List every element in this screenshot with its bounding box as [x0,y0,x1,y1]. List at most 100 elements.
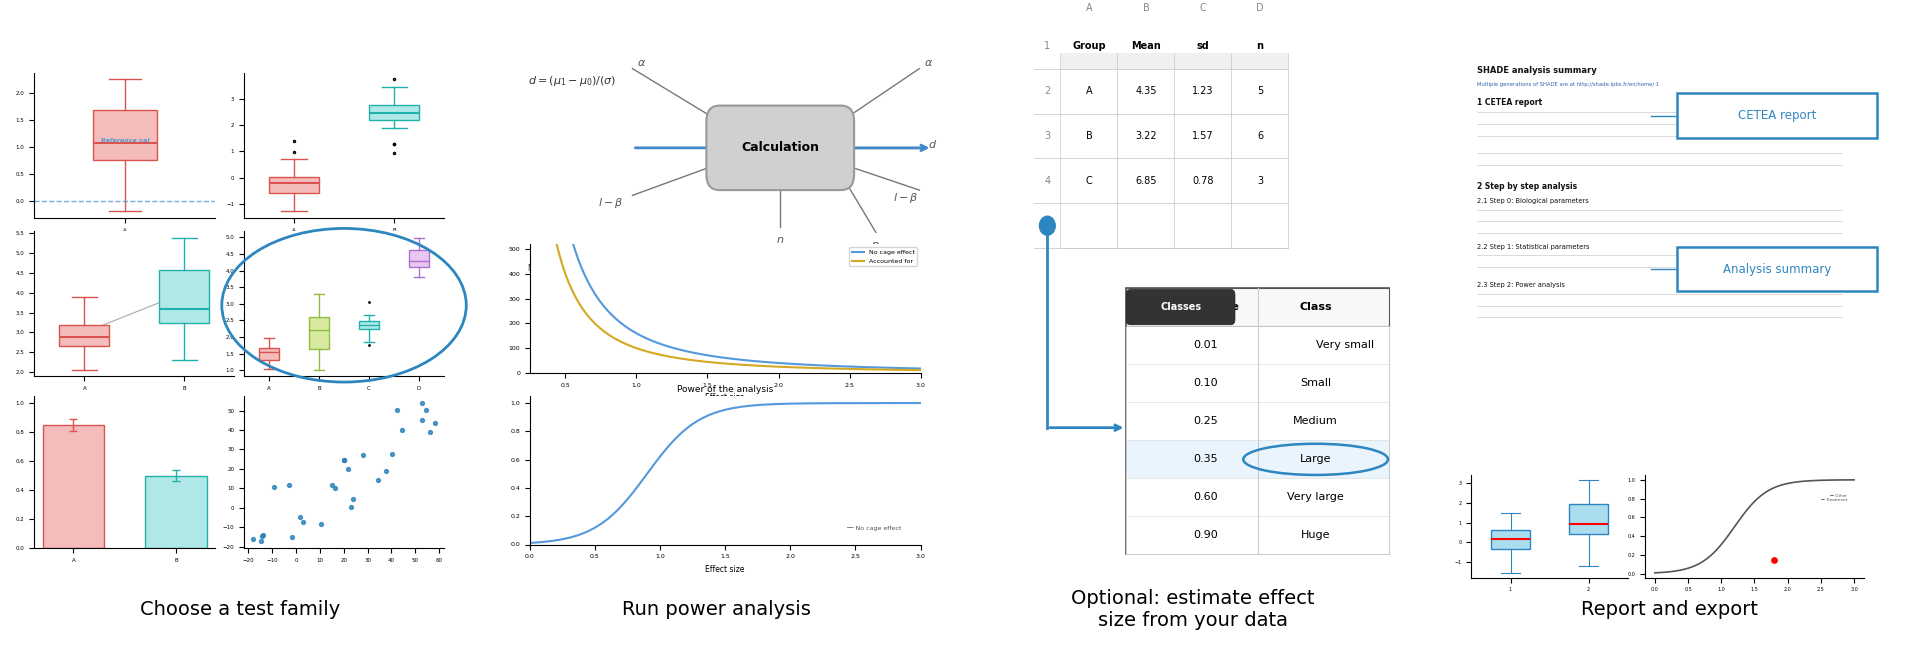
FancyBboxPatch shape [1116,114,1173,158]
Point [284,512,314,522]
Text: Very large: Very large [1286,492,1343,502]
Text: $d = (\mu_1 - \mu_0)/(\sigma)$: $d = (\mu_1 - \mu_0)/(\sigma)$ [528,74,615,88]
Point [375,448,406,459]
FancyBboxPatch shape [1231,203,1288,248]
Text: 2.3 Step 2: Power analysis: 2.3 Step 2: Power analysis [1476,282,1564,288]
No cage effect [909,364,932,372]
Text: Choose a test family: Choose a test family [139,601,341,620]
Point [413,427,444,438]
Text: 2.1 Step 0: Biological parameters: 2.1 Step 0: Biological parameters [1476,198,1589,204]
Text: Optional: estimate effect
size from your data: Optional: estimate effect size from your… [1071,589,1314,630]
PathPatch shape [370,105,419,120]
FancyBboxPatch shape [1126,364,1389,403]
FancyBboxPatch shape [1059,24,1116,69]
FancyBboxPatch shape [2,15,478,660]
FancyBboxPatch shape [1126,288,1389,326]
Text: Run power analysis: Run power analysis [621,601,812,620]
Text: 5: 5 [1255,86,1263,96]
Point [305,518,335,529]
FancyBboxPatch shape [1059,158,1116,203]
FancyBboxPatch shape [1126,478,1389,516]
Text: $l - \beta$: $l - \beta$ [598,196,623,210]
Text: ── No cage effect: ── No cage effect [846,527,901,531]
Point [248,530,278,541]
X-axis label: Effect size: Effect size [705,393,745,402]
Text: 4: 4 [1044,176,1050,186]
Text: B: B [1141,3,1149,13]
No cage effect [848,363,871,371]
PathPatch shape [93,110,156,160]
Text: $\alpha$: $\alpha$ [924,58,932,68]
Point [371,466,402,477]
Point [320,482,351,493]
Text: Classes: Classes [1160,302,1200,312]
PathPatch shape [59,325,109,346]
Text: $n$: $n$ [871,240,880,250]
Bar [42,425,105,548]
Point [1758,554,1789,565]
Text: n: n [1255,41,1263,51]
Point [246,531,276,542]
PathPatch shape [410,250,429,267]
Text: Group: Group [1073,41,1105,51]
Point [238,533,269,544]
Point [381,405,411,416]
Point [288,516,318,527]
Text: $\alpha$: $\alpha$ [636,58,646,68]
Text: Very small: Very small [1314,341,1374,350]
Accounted for [872,366,895,374]
Text: A: A [1086,3,1092,13]
Text: SHADE analysis summary: SHADE analysis summary [1476,66,1596,75]
Accounted for [909,366,932,374]
Text: D: D [1255,3,1263,13]
FancyBboxPatch shape [1431,15,1905,660]
PathPatch shape [259,348,278,360]
Text: Small: Small [1299,378,1330,388]
FancyBboxPatch shape [954,15,1431,660]
Point [419,418,450,429]
FancyBboxPatch shape [1173,203,1231,248]
Text: 4.35: 4.35 [1135,86,1156,96]
Accounted for [756,362,779,370]
Text: 0.60: 0.60 [1193,492,1217,502]
Text: ── Other
── Treatment: ── Other ── Treatment [1819,494,1846,502]
Text: Large: Large [1299,454,1332,465]
Text: Minimum number of individuals per group required: Minimum number of individuals per group … [528,264,724,273]
Text: sd: sd [1196,41,1208,51]
Point [411,405,442,415]
Text: Reference val: Reference val [101,139,149,143]
Text: $l - \beta$: $l - \beta$ [893,191,918,205]
FancyBboxPatch shape [1231,158,1288,203]
FancyBboxPatch shape [1126,326,1389,364]
Text: $d$: $d$ [928,138,937,150]
Text: 5: 5 [1044,220,1050,231]
FancyBboxPatch shape [1173,24,1231,69]
FancyBboxPatch shape [478,15,954,660]
FancyBboxPatch shape [1231,69,1288,114]
Point [347,450,377,461]
Text: $n$: $n$ [775,235,783,245]
Text: 3.22: 3.22 [1135,131,1156,141]
Text: C: C [1198,3,1206,13]
Point [406,414,436,425]
Text: 3: 3 [1044,131,1050,141]
FancyBboxPatch shape [1116,24,1173,69]
Text: B: B [1086,131,1092,141]
Point [316,480,347,490]
Point [335,502,366,513]
FancyBboxPatch shape [1126,403,1389,440]
No cage effect [756,358,779,366]
Accounted for [751,362,773,370]
Accounted for [520,1,543,9]
Text: Multiple generations of SHADE are at http://shade.ipbs.fr/en/home/ 1: Multiple generations of SHADE are at htt… [1476,82,1659,87]
Title: Power of the analysis: Power of the analysis [676,385,773,394]
Accounted for [848,365,871,373]
Text: 1: 1 [1044,41,1050,51]
PathPatch shape [1490,530,1530,548]
FancyBboxPatch shape [1231,114,1288,158]
Text: Effect_size: Effect_size [1172,302,1238,312]
FancyBboxPatch shape [1676,94,1876,139]
Point [246,536,276,546]
FancyBboxPatch shape [1126,440,1389,478]
FancyBboxPatch shape [707,106,853,190]
